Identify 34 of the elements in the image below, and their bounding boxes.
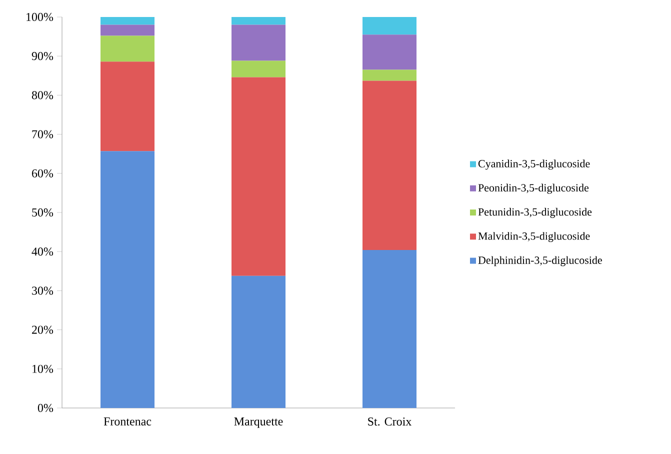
y-tick-label: 50% [32,208,54,217]
bar [100,24,155,36]
bar [232,77,286,276]
y-tick-label: 80% [32,91,54,100]
bar [232,276,286,408]
legend-label: Peonidin-3,5-diglucoside [478,184,589,194]
bar [362,34,417,70]
y-tick-label: 70% [32,130,54,138]
y-tick-label: 100% [26,12,54,22]
bar [232,60,286,78]
x-tick-label: St. Croix [368,418,412,426]
bar [100,16,155,25]
bar [232,24,286,61]
legend-label: Delphinidin-3,5-diglucoside [478,256,602,266]
bar [100,62,155,152]
y-tick-label: 40% [32,248,54,256]
y-tick-label: 30% [32,286,54,295]
x-tick-label: Frontenac [104,418,152,426]
y-tick-label: 20% [32,326,54,334]
bar [100,36,155,62]
bar [362,16,417,35]
y-tick-label: 0% [38,404,54,412]
bar [100,151,155,408]
legend-label: Cyanidin-3,5-diglucoside [478,160,590,170]
bar [362,250,417,408]
legend-label: Malvidin-3,5-diglucoside [478,232,590,242]
bar [232,16,286,25]
bar [362,70,417,81]
x-tick-label: Marquette [234,418,283,428]
bar [362,80,417,250]
legend-label: Petunidin-3,5-diglucoside [478,208,592,218]
y-tick-label: 10% [32,364,54,373]
y-tick-label: 60% [32,169,54,178]
y-tick-label: 90% [32,52,54,60]
